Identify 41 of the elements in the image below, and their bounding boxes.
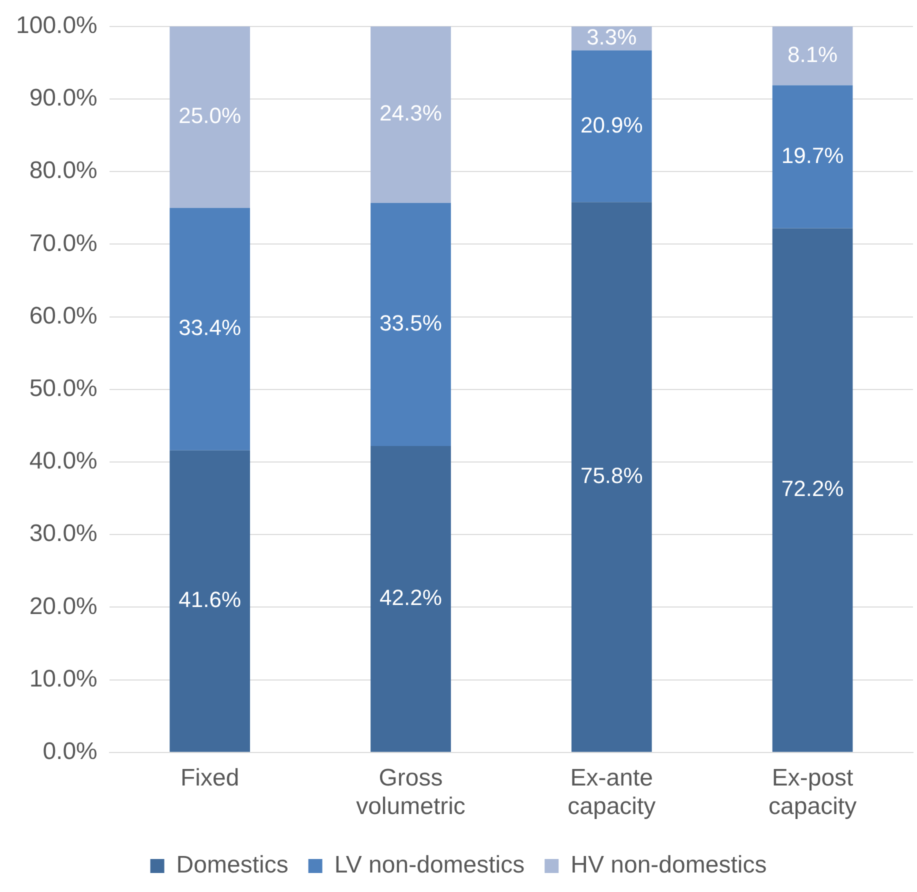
y-tick-label: 50.0% bbox=[29, 375, 98, 402]
legend-label: Domestics bbox=[176, 852, 288, 879]
bar bbox=[170, 26, 250, 208]
y-tick-label: 40.0% bbox=[29, 448, 98, 475]
data-label: 19.7% bbox=[781, 142, 844, 168]
data-label: 33.5% bbox=[380, 310, 442, 336]
bar bbox=[170, 208, 250, 450]
y-tick-label: 90.0% bbox=[29, 84, 98, 112]
y-tick-label: 10.0% bbox=[29, 665, 98, 692]
x-tick-label: Ex-post capacity bbox=[768, 764, 857, 820]
bar bbox=[370, 202, 451, 446]
y-tick-label: 30.0% bbox=[29, 520, 98, 548]
data-label: 8.1% bbox=[787, 42, 838, 67]
data-label: 3.3% bbox=[586, 24, 637, 50]
y-tick-label: 60.0% bbox=[29, 302, 98, 330]
bar bbox=[170, 450, 250, 752]
bar bbox=[571, 202, 652, 752]
data-label: 20.9% bbox=[580, 112, 643, 138]
x-tick-label: Fixed bbox=[180, 764, 240, 792]
data-label: 33.4% bbox=[178, 315, 242, 340]
data-label: 24.3% bbox=[380, 100, 442, 126]
bar bbox=[772, 228, 853, 752]
data-label: 72.2% bbox=[781, 476, 844, 502]
data-label: 25.0% bbox=[178, 103, 242, 128]
y-tick-label: 0.0% bbox=[42, 738, 98, 766]
x-tick-label: Ex-ante capacity bbox=[568, 764, 656, 820]
legend-label: LV non-domestics bbox=[334, 852, 525, 879]
data-label: 41.6% bbox=[178, 587, 242, 612]
bar bbox=[571, 50, 652, 202]
legend-label: HV non-domestics bbox=[570, 852, 767, 879]
bar bbox=[772, 85, 853, 228]
y-tick-label: 20.0% bbox=[29, 592, 98, 620]
y-tick-label: 100.0% bbox=[16, 12, 98, 40]
y-tick-label: 80.0% bbox=[29, 157, 98, 184]
y-tick-label: 70.0% bbox=[29, 230, 98, 257]
data-label: 42.2% bbox=[380, 585, 442, 610]
bar bbox=[370, 26, 451, 203]
bar bbox=[772, 26, 853, 86]
bar bbox=[370, 446, 451, 752]
x-tick-label: Gross volumetric bbox=[356, 764, 466, 820]
data-label: 75.8% bbox=[580, 463, 643, 488]
